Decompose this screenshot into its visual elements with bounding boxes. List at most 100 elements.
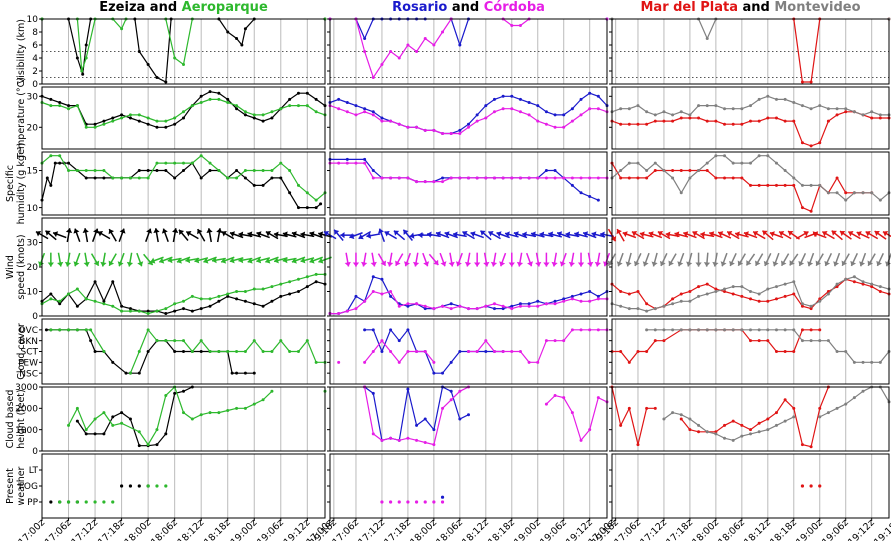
data-point [75, 56, 79, 60]
data-point [243, 290, 247, 293]
data-point [58, 154, 62, 158]
wind-arrow-head [839, 230, 846, 237]
data-point [371, 176, 375, 180]
data-point [475, 176, 479, 180]
data-point [553, 176, 557, 180]
data-point [467, 413, 470, 417]
data-point [67, 423, 71, 427]
data-point [800, 206, 804, 210]
x-tick-label: 18:18z [768, 517, 799, 541]
data-point [740, 328, 744, 332]
data-point [226, 408, 230, 412]
column-title: Rosario and Córdoba [392, 0, 545, 15]
data-point [182, 299, 185, 303]
data-point [440, 495, 445, 499]
data-point [852, 110, 856, 114]
y-tick-label: 15 [27, 167, 38, 177]
data-point [217, 294, 221, 298]
data-point [155, 161, 159, 165]
data-point [296, 91, 300, 95]
data-point [432, 428, 436, 432]
data-point [49, 500, 53, 504]
wind-arrow-head [522, 231, 527, 238]
data-point [406, 43, 410, 47]
data-point [440, 500, 445, 504]
wind-arrow-head [334, 229, 340, 236]
data-point [662, 339, 666, 343]
data-point [645, 110, 649, 114]
series-line [356, 19, 607, 45]
x-tick-label: 19:06z [538, 517, 569, 541]
y-tick-label: 10 [27, 15, 39, 25]
data-point [93, 169, 97, 173]
series-line [611, 278, 890, 310]
wind-arrow-head [403, 261, 410, 267]
wind-arrow-head [176, 257, 182, 264]
axes-frame [329, 453, 608, 519]
x-tick-label: 17:06z [612, 517, 643, 541]
series-line [356, 19, 607, 78]
wind-arrow-head [309, 257, 315, 264]
series-line [330, 290, 607, 315]
axes-frame [329, 386, 608, 452]
wind-arrow-head [674, 231, 680, 238]
data-point [619, 290, 623, 293]
data-point [800, 80, 804, 84]
data-point [337, 97, 341, 101]
series-cordoba-cloud [337, 328, 609, 364]
data-point [619, 122, 623, 126]
data-point [757, 183, 761, 187]
data-point [406, 125, 410, 129]
data-point [415, 180, 419, 184]
data-point [182, 169, 185, 173]
wind-arrow-head [462, 231, 468, 237]
data-point [208, 169, 212, 173]
wind-arrow-head [352, 262, 360, 267]
data-point [111, 280, 115, 284]
wind-arrow-head [833, 261, 840, 267]
data-point [484, 339, 488, 343]
data-point [662, 417, 666, 421]
data-point [766, 154, 770, 158]
data-point [240, 43, 244, 47]
column-title: Mar del Plata and Montevideo [640, 0, 860, 15]
data-point [217, 299, 221, 303]
data-point [67, 161, 71, 165]
wind-arrow-head [448, 261, 455, 267]
data-point [371, 432, 375, 436]
data-point [731, 419, 735, 423]
data-point [270, 285, 274, 289]
data-point [137, 444, 141, 448]
wind-arrow-head [403, 229, 409, 236]
data-point [432, 180, 436, 184]
data-point [146, 63, 150, 66]
data-point [792, 406, 796, 410]
data-point [208, 90, 212, 94]
wind-arrow-head [668, 260, 674, 266]
data-point [305, 191, 309, 195]
wind-arrow-head [850, 260, 857, 266]
data-point [380, 116, 384, 120]
data-point [337, 161, 341, 165]
wind-arrow-head [625, 261, 632, 267]
data-point [679, 169, 683, 173]
data-point [818, 297, 822, 301]
wind-arrow-head [361, 261, 368, 267]
wind-arrow-head [824, 260, 831, 266]
data-point [423, 350, 427, 353]
data-point [243, 110, 247, 114]
wind-arrow-head [574, 231, 580, 238]
wind-arrow-head [291, 231, 297, 238]
wind-arrow-head [35, 231, 42, 237]
x-tick-label: 17:00z [586, 517, 617, 541]
data-point [852, 360, 856, 364]
data-point [562, 396, 566, 400]
data-point [337, 312, 341, 316]
data-point [544, 339, 548, 343]
data-point [852, 396, 856, 400]
wind-arrow-head [882, 231, 889, 237]
data-point [93, 299, 97, 303]
data-point [423, 304, 427, 308]
y-tick-label: 4 [32, 54, 38, 64]
wind-arrow-head [633, 260, 640, 266]
